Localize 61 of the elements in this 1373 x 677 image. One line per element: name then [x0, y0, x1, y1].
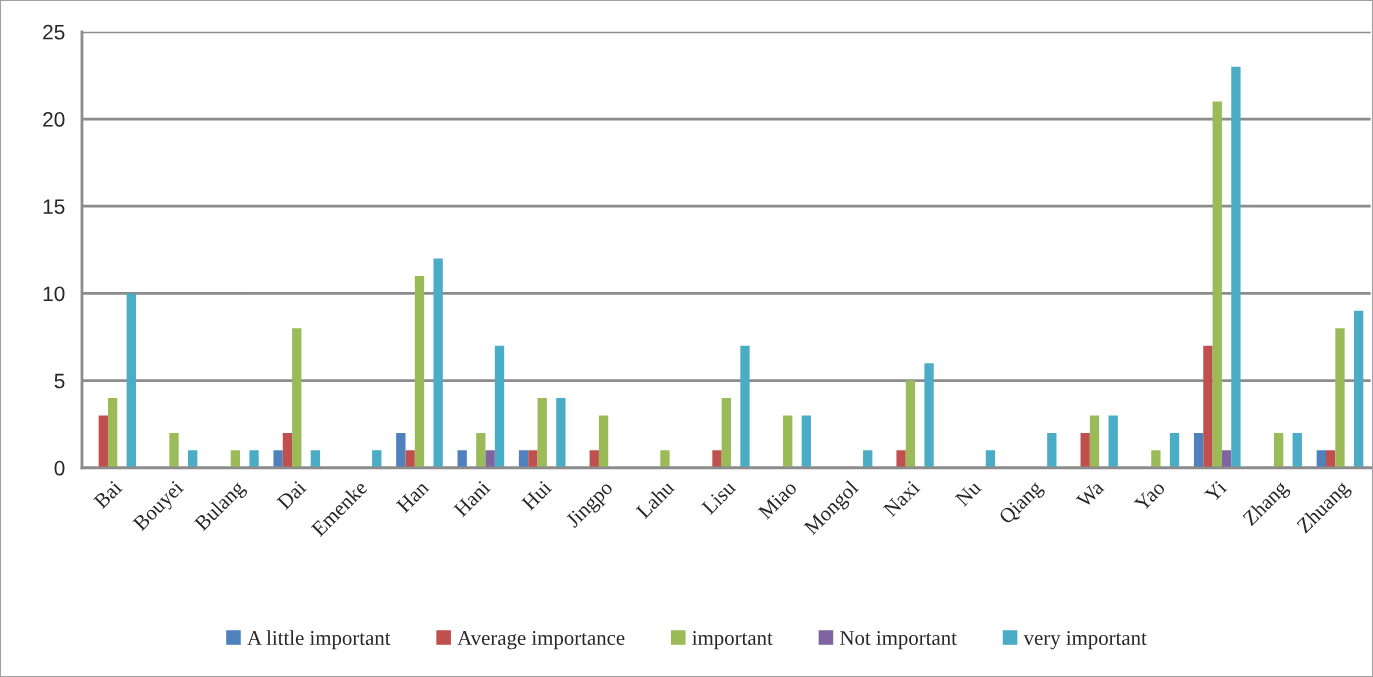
- bar: [476, 432, 486, 468]
- x-tick-label: Yi: [1203, 479, 1228, 503]
- bar: [1089, 415, 1100, 468]
- legend-label: Average importance: [457, 631, 625, 650]
- x-tick-label: Han: [395, 479, 430, 514]
- bar: [405, 450, 415, 468]
- bar: [414, 275, 425, 468]
- y-tick-label: 0: [54, 460, 65, 476]
- bar: [801, 415, 811, 468]
- bar: [249, 450, 259, 468]
- bar: [1292, 432, 1302, 468]
- bar: [1080, 432, 1090, 468]
- bar: [169, 432, 179, 468]
- x-tick-label: Yao: [1133, 480, 1166, 513]
- bar: [273, 450, 283, 468]
- bar: [556, 398, 566, 468]
- legend-label: Not important: [840, 631, 957, 650]
- bar: [1047, 432, 1057, 468]
- bar: [1335, 328, 1345, 468]
- bar: [1273, 432, 1284, 468]
- bar: [528, 450, 538, 468]
- x-tick-label: Lisu: [701, 479, 737, 516]
- y-tick-label: 25: [43, 24, 65, 40]
- bar: [1169, 432, 1180, 468]
- bar: [1108, 415, 1118, 468]
- bar: [292, 328, 302, 468]
- y-tick-label: 20: [43, 112, 65, 127]
- bar: [1203, 345, 1213, 468]
- bar: [598, 415, 609, 468]
- bar: [537, 398, 547, 468]
- legend-label: A little important: [247, 630, 391, 650]
- bar: [433, 258, 443, 468]
- bar: [494, 345, 505, 468]
- y-tick-label: 5: [54, 373, 65, 389]
- bar: [721, 398, 731, 468]
- bar: [712, 450, 722, 468]
- legend-label: very important: [1023, 631, 1147, 650]
- bar: [1231, 66, 1241, 468]
- bar: [783, 415, 793, 468]
- x-tick-label: Dai: [276, 479, 307, 511]
- bar: [740, 345, 750, 468]
- bar: [924, 363, 934, 468]
- bar: [282, 432, 293, 468]
- x-tick-label: Nu: [954, 479, 982, 507]
- x-tick-label: Bai: [93, 479, 123, 510]
- x-tick-label: Hui: [521, 479, 553, 511]
- bar: [126, 293, 136, 468]
- y-tick-label: 10: [43, 286, 65, 302]
- bar: [1212, 101, 1222, 468]
- legend-label: important: [692, 631, 773, 650]
- bar: [1353, 310, 1364, 468]
- bar: [1151, 450, 1161, 468]
- bar: [905, 380, 916, 468]
- bar: [896, 450, 906, 468]
- y-tick-label: 15: [43, 199, 65, 214]
- bar: [396, 432, 406, 468]
- bar: [98, 415, 108, 468]
- bar: [1193, 432, 1204, 468]
- x-tick-label: Wa: [1075, 479, 1105, 509]
- bar: [660, 450, 670, 468]
- bar: [107, 398, 118, 468]
